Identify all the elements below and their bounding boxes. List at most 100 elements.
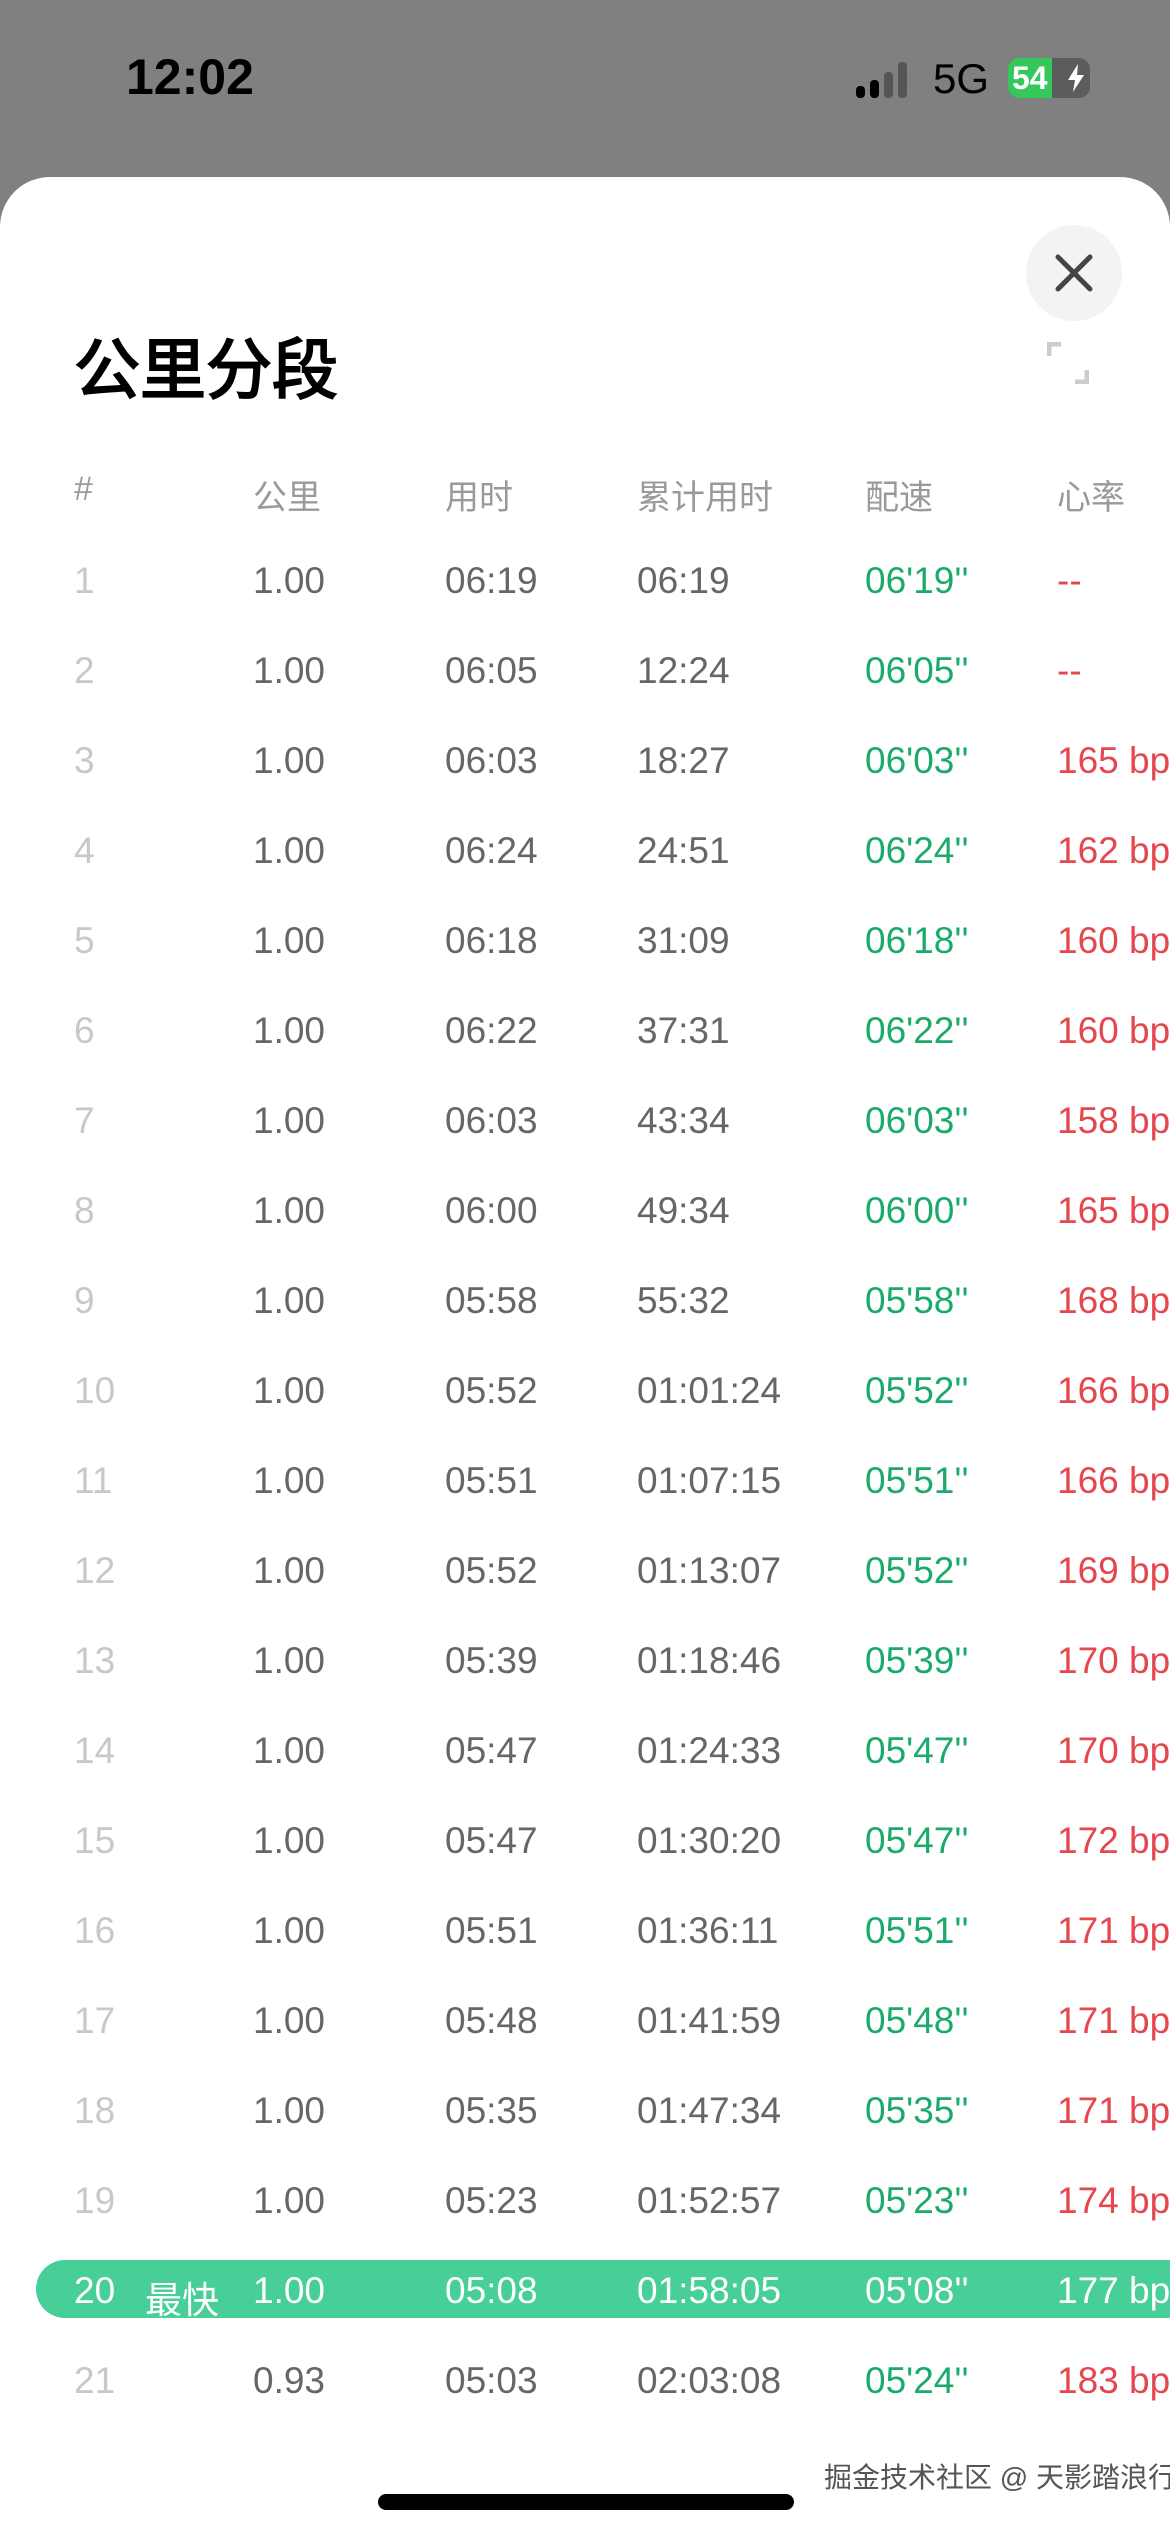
split-number: 16 (74, 1910, 116, 1951)
distance: 1.00 (253, 1820, 326, 1861)
table-row[interactable]: 5 1.00 06:18 31:09 06'18'' 160 bpm (0, 912, 1170, 972)
distance: 1.00 (253, 1190, 326, 1231)
split-number: 2 (74, 650, 95, 691)
heart-rate: 183 bpm (1057, 2360, 1170, 2401)
split-time: 05:03 (445, 2360, 538, 2401)
pace: 06'24'' (865, 830, 969, 871)
split-number: 8 (74, 1190, 95, 1231)
pace: 06'19'' (865, 560, 969, 601)
table-row[interactable]: 20 1.00 05:08 01:58:05 05'08'' 177 bpm 最快 (0, 2262, 1170, 2322)
cumulative-time: 02:03:08 (637, 2360, 782, 2401)
best-split-highlight (36, 2260, 1170, 2318)
split-number: 11 (74, 1460, 113, 1501)
split-time: 05:23 (445, 2180, 538, 2221)
table-row[interactable]: 12 1.00 05:52 01:13:07 05'52'' 169 bpm (0, 1542, 1170, 1602)
column-header-heart-rate: 心率 (1057, 479, 1125, 517)
table-row[interactable]: 1 1.00 06:19 06:19 06'19'' -- (0, 552, 1170, 612)
cumulative-time: 12:24 (637, 650, 730, 691)
heart-rate: -- (1057, 560, 1082, 601)
distance: 1.00 (253, 830, 326, 871)
split-number: 9 (74, 1280, 95, 1321)
table-row[interactable]: 14 1.00 05:47 01:24:33 05'47'' 170 bpm (0, 1722, 1170, 1782)
split-number: 21 (74, 2360, 116, 2401)
pace: 05'48'' (865, 2000, 969, 2041)
cumulative-time: 01:47:34 (637, 2090, 782, 2131)
table-row[interactable]: 18 1.00 05:35 01:47:34 05'35'' 171 bpm (0, 2082, 1170, 2142)
split-number: 6 (74, 1010, 95, 1051)
clock: 12:02 (126, 49, 254, 105)
split-number: 7 (74, 1100, 95, 1141)
distance: 0.93 (253, 2360, 326, 2401)
pace: 06'05'' (865, 650, 969, 691)
table-row[interactable]: 3 1.00 06:03 18:27 06'03'' 165 bpm (0, 732, 1170, 792)
split-number: 18 (74, 2090, 116, 2131)
split-number: 10 (74, 1370, 116, 1411)
table-row[interactable]: 2 1.00 06:05 12:24 06'05'' -- (0, 642, 1170, 702)
cumulative-time: 55:32 (637, 1280, 730, 1321)
heart-rate: 171 bpm (1057, 2000, 1170, 2041)
heart-rate: 174 bpm (1057, 2180, 1170, 2221)
distance: 1.00 (253, 2090, 326, 2131)
split-time: 05:39 (445, 1640, 538, 1681)
table-row[interactable]: 7 1.00 06:03 43:34 06'03'' 158 bpm (0, 1092, 1170, 1152)
split-time: 06:03 (445, 740, 538, 781)
distance: 1.00 (253, 920, 326, 961)
table-row[interactable]: 19 1.00 05:23 01:52:57 05'23'' 174 bpm (0, 2172, 1170, 2232)
split-time: 05:47 (445, 1820, 538, 1861)
split-time: 05:47 (445, 1730, 538, 1771)
pace: 06'18'' (865, 920, 969, 961)
table-row[interactable]: 4 1.00 06:24 24:51 06'24'' 162 bpm (0, 822, 1170, 882)
column-header-split-number: # (74, 470, 93, 508)
network-type: 5G (933, 55, 990, 102)
table-row[interactable]: 17 1.00 05:48 01:41:59 05'48'' 171 bpm (0, 1992, 1170, 2052)
cumulative-time: 18:27 (637, 740, 730, 781)
pace: 05'35'' (865, 2090, 969, 2131)
split-time: 06:24 (445, 830, 538, 871)
heart-rate: 177 bpm (1057, 2270, 1170, 2311)
split-number: 17 (74, 2000, 116, 2041)
table-row[interactable]: 15 1.00 05:47 01:30:20 05'47'' 172 bpm (0, 1812, 1170, 1872)
table-row[interactable]: 11 1.00 05:51 01:07:15 05'51'' 166 bpm (0, 1452, 1170, 1512)
pace: 05'23'' (865, 2180, 969, 2221)
close-button[interactable] (1026, 225, 1122, 321)
table-row[interactable]: 13 1.00 05:39 01:18:46 05'39'' 170 bpm (0, 1632, 1170, 1692)
column-header-pace: 配速 (865, 479, 933, 517)
heart-rate: 165 bpm (1057, 740, 1170, 781)
split-time: 05:48 (445, 2000, 538, 2041)
table-row[interactable]: 8 1.00 06:00 49:34 06'00'' 165 bpm (0, 1182, 1170, 1242)
fastest-badge: 最快 (145, 2280, 219, 2321)
heart-rate: 170 bpm (1057, 1730, 1170, 1771)
table-row[interactable]: 16 1.00 05:51 01:36:11 05'51'' 171 bpm (0, 1902, 1170, 1962)
table-row[interactable]: 6 1.00 06:22 37:31 06'22'' 160 bpm (0, 1002, 1170, 1062)
cumulative-time: 01:58:05 (637, 2270, 782, 2311)
expand-icon[interactable] (1047, 342, 1089, 384)
split-number: 3 (74, 740, 95, 781)
status-bar: 12:02 5G 54 (0, 0, 1170, 177)
pace: 05'39'' (865, 1640, 969, 1681)
table-row[interactable]: 10 1.00 05:52 01:01:24 05'52'' 166 bpm (0, 1362, 1170, 1422)
distance: 1.00 (253, 1640, 326, 1681)
page-title: 公里分段 (74, 333, 338, 407)
distance: 1.00 (253, 1280, 326, 1321)
cumulative-time: 37:31 (637, 1010, 730, 1051)
pace: 05'52'' (865, 1550, 969, 1591)
column-header-split-time: 用时 (445, 479, 513, 517)
battery-level: 54 (1012, 60, 1048, 96)
table-row[interactable]: 21 0.93 05:03 02:03:08 05'24'' 183 bpm (0, 2352, 1170, 2412)
heart-rate: 160 bpm (1057, 920, 1170, 961)
split-time: 05:51 (445, 1910, 538, 1951)
cumulative-time: 01:18:46 (637, 1640, 782, 1681)
distance: 1.00 (253, 1010, 326, 1051)
split-time: 05:35 (445, 2090, 538, 2131)
pace: 06'22'' (865, 1010, 969, 1051)
split-number: 4 (74, 830, 95, 871)
split-time: 06:00 (445, 1190, 538, 1231)
split-number: 5 (74, 920, 95, 961)
split-time: 06:05 (445, 650, 538, 691)
cumulative-time: 24:51 (637, 830, 730, 871)
table-row[interactable]: 9 1.00 05:58 55:32 05'58'' 168 bpm (0, 1272, 1170, 1332)
cumulative-time: 01:30:20 (637, 1820, 782, 1861)
pace: 05'24'' (865, 2360, 969, 2401)
pace: 06'00'' (865, 1190, 969, 1231)
split-time: 05:51 (445, 1460, 538, 1501)
